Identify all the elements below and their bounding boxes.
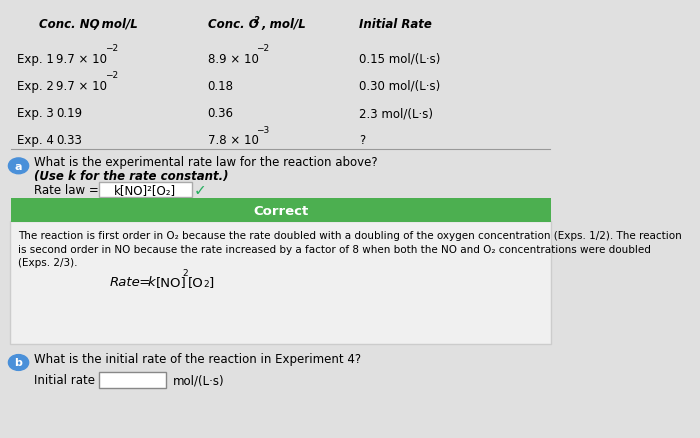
Text: a: a — [15, 162, 22, 171]
FancyBboxPatch shape — [10, 199, 551, 223]
Text: Rate law =: Rate law = — [34, 184, 102, 197]
Text: (Use k for the rate constant.): (Use k for the rate constant.) — [34, 170, 228, 183]
Text: 2.3 mol/(L·s): 2.3 mol/(L·s) — [359, 107, 433, 120]
Text: ✓: ✓ — [194, 183, 206, 198]
Text: What is the initial rate of the reaction in Experiment 4?: What is the initial rate of the reaction… — [34, 352, 361, 365]
FancyBboxPatch shape — [99, 182, 192, 198]
Text: −2: −2 — [104, 71, 118, 80]
Text: Initial rate =: Initial rate = — [34, 373, 112, 386]
Text: 0.33: 0.33 — [56, 134, 82, 147]
Text: Exp. 4: Exp. 4 — [17, 134, 54, 147]
Text: mol/(L·s): mol/(L·s) — [173, 373, 225, 386]
Text: Rate: Rate — [109, 275, 140, 288]
Text: k[NO]²[O₂]: k[NO]²[O₂] — [114, 184, 176, 196]
Text: 2: 2 — [203, 279, 209, 289]
Text: Conc. O: Conc. O — [208, 18, 258, 32]
Text: ]: ] — [209, 275, 214, 288]
Text: [O: [O — [188, 275, 204, 288]
Text: Initial Rate: Initial Rate — [359, 18, 432, 32]
Text: b: b — [15, 358, 22, 367]
Text: Exp. 2: Exp. 2 — [17, 80, 54, 93]
Text: k: k — [148, 275, 155, 288]
Text: , mol/L: , mol/L — [261, 18, 306, 32]
Text: 2: 2 — [253, 16, 260, 25]
Text: , mol/L: , mol/L — [93, 18, 138, 32]
Text: 9.7 × 10: 9.7 × 10 — [56, 53, 107, 66]
Text: 2: 2 — [183, 268, 188, 278]
Circle shape — [8, 159, 29, 174]
Text: 0.36: 0.36 — [208, 107, 234, 120]
Text: 0.30 mol/(L·s): 0.30 mol/(L·s) — [359, 80, 440, 93]
Text: The reaction is first order in O₂ because the rate doubled with a doubling of th: The reaction is first order in O₂ becaus… — [18, 231, 682, 241]
Circle shape — [8, 355, 29, 371]
Text: 8.9 × 10: 8.9 × 10 — [208, 53, 258, 66]
Text: 0.18: 0.18 — [208, 80, 234, 93]
Text: −2: −2 — [256, 44, 270, 53]
Text: 0.19: 0.19 — [56, 107, 83, 120]
Text: Conc. NO: Conc. NO — [39, 18, 100, 32]
FancyBboxPatch shape — [99, 372, 166, 388]
Text: Exp. 1: Exp. 1 — [17, 53, 54, 66]
Text: (Exps. 2/3).: (Exps. 2/3). — [18, 257, 78, 267]
Text: is second order in NO because the rate increased by a factor of 8 when both the : is second order in NO because the rate i… — [18, 244, 651, 254]
Text: =: = — [134, 275, 154, 288]
Text: 0.15 mol/(L·s): 0.15 mol/(L·s) — [359, 53, 441, 66]
Text: [NO]: [NO] — [155, 275, 186, 288]
Text: Exp. 3: Exp. 3 — [17, 107, 54, 120]
Text: What is the experimental rate law for the reaction above?: What is the experimental rate law for th… — [34, 156, 377, 169]
Text: −3: −3 — [256, 125, 270, 134]
Text: 7.8 × 10: 7.8 × 10 — [208, 134, 258, 147]
Text: Correct: Correct — [253, 204, 308, 217]
Text: 9.7 × 10: 9.7 × 10 — [56, 80, 107, 93]
Text: −2: −2 — [104, 44, 118, 53]
Text: ?: ? — [359, 134, 365, 147]
FancyBboxPatch shape — [10, 221, 552, 345]
